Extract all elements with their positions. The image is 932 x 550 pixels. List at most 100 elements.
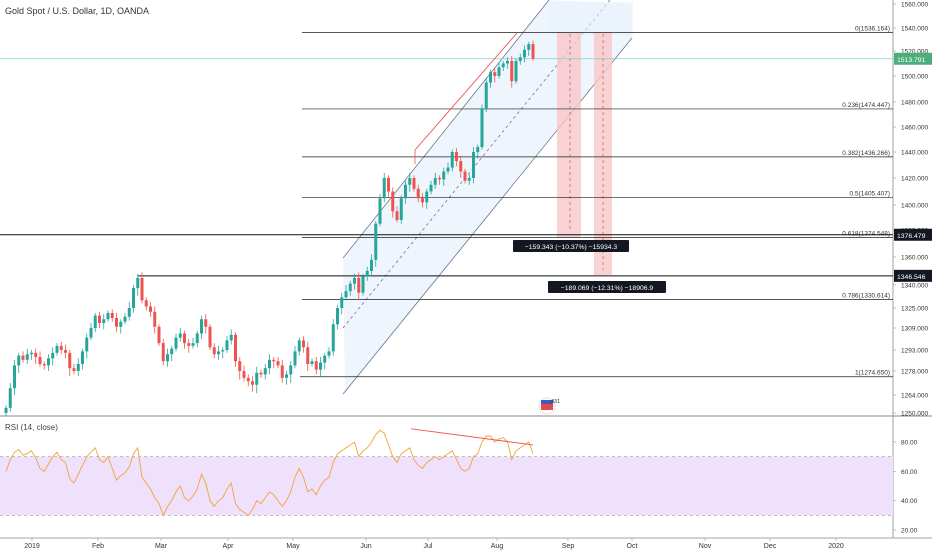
- candle-body: [263, 368, 267, 375]
- candle-body: [416, 188, 420, 199]
- candle-body: [38, 357, 42, 364]
- candle-body: [149, 306, 152, 312]
- candle-body: [47, 358, 50, 366]
- price-axis-label: 1520.000: [901, 49, 928, 56]
- rsi-axis-label: 60.00: [901, 469, 918, 476]
- channel-extension: [549, 2, 633, 36]
- channel-mid-line: [342, 0, 611, 329]
- measure-label-bg-1: [548, 281, 666, 293]
- fib-label-1: 0.236(1474.447): [842, 102, 890, 109]
- price-axis-label: 1480.000: [901, 100, 928, 107]
- candle-body: [242, 371, 246, 378]
- candle-body: [336, 308, 339, 325]
- candle-body: [353, 278, 356, 284]
- rsi-axis-label: 40.00: [901, 498, 918, 505]
- candle-body: [425, 191, 429, 203]
- time-axis-label: Aug: [491, 543, 504, 550]
- candle-body: [51, 352, 55, 359]
- candle-body: [314, 361, 318, 370]
- channel-lower-line: [342, 37, 633, 395]
- time-axis-label: Sep: [562, 543, 575, 550]
- measure-label-bg-0: [513, 240, 629, 252]
- fib-label-0: 0(1536.164): [855, 25, 890, 32]
- candle-body: [89, 328, 93, 338]
- price-axis-label: 1264.000: [901, 393, 928, 400]
- time-axis-label: Nov: [699, 543, 712, 550]
- measure-box-2: [594, 32, 612, 275]
- candle-body: [144, 300, 148, 307]
- candle-body: [119, 321, 123, 327]
- price-axis-label: 1460.000: [901, 125, 928, 132]
- candle-body: [272, 359, 276, 362]
- candle-body: [59, 345, 63, 350]
- measure-label-1: −189.069 (−12.31%) −18906.9: [561, 285, 654, 292]
- tag-last-price: 1513.791: [897, 57, 926, 64]
- candle-body: [404, 184, 407, 199]
- candle-body: [4, 407, 8, 413]
- tag-1376-bg: [894, 228, 932, 241]
- candle-body: [527, 44, 531, 50]
- event-badge-stripe: [541, 404, 553, 410]
- candle-body: [246, 377, 250, 382]
- candle-body: [81, 351, 84, 364]
- candle-body: [280, 365, 284, 378]
- candle-body: [472, 152, 475, 178]
- candle-body: [370, 259, 373, 271]
- candle-body: [442, 171, 446, 180]
- channel-upper-line: [342, 0, 550, 259]
- rsi-band: [0, 456, 893, 516]
- measure-label-0: −159.343 (−10.37%) −15934.3: [525, 244, 618, 251]
- candle-body: [387, 178, 390, 192]
- candle-body: [357, 278, 361, 293]
- candle-body: [259, 372, 263, 375]
- time-axis-label: 2020: [828, 543, 844, 550]
- candle-body: [255, 372, 259, 385]
- candle-body: [72, 368, 76, 371]
- candle-body: [268, 359, 271, 369]
- candle-body: [76, 364, 80, 371]
- trend-annotation-line: [414, 32, 518, 151]
- candle-body: [123, 316, 127, 322]
- candle-body: [13, 365, 16, 389]
- candle-body: [195, 333, 199, 344]
- candle-body: [497, 67, 501, 76]
- price-axis-label: 1420.000: [901, 176, 928, 183]
- candle-body: [531, 44, 535, 59]
- tag-1376: 1376.479: [897, 233, 926, 240]
- rsi-axis-label: 80.00: [901, 440, 918, 447]
- candle-body: [229, 334, 233, 341]
- candle-body: [183, 333, 186, 344]
- candle-body: [170, 348, 174, 355]
- candle-body: [459, 161, 463, 172]
- tag-1346-bg: [894, 269, 932, 282]
- candle-body: [467, 178, 471, 181]
- candle-body: [212, 347, 216, 355]
- candle-body: [348, 283, 352, 292]
- candle-body: [174, 337, 178, 349]
- candle-body: [132, 288, 135, 308]
- candle-body: [412, 178, 416, 189]
- price-axis-label: 1360.000: [901, 255, 928, 262]
- candle-body: [480, 108, 484, 147]
- candle-body: [374, 223, 378, 260]
- candle-body: [30, 352, 33, 355]
- candle-body: [187, 343, 191, 346]
- candle-body: [408, 178, 412, 185]
- time-axis-label: Apr: [223, 543, 235, 550]
- candle-body: [98, 315, 101, 323]
- candle-body: [463, 171, 467, 181]
- candle-body: [217, 351, 220, 355]
- fib-label-3: 0.5(1405.407): [850, 191, 890, 198]
- candle-body: [21, 355, 25, 360]
- time-axis-label: May: [286, 543, 300, 550]
- fib-label-6: 1(1274.650): [855, 370, 890, 377]
- price-axis-label: 1278.000: [901, 369, 928, 376]
- candle-body: [17, 355, 21, 366]
- candle-body: [166, 354, 169, 362]
- candle-body: [42, 364, 46, 366]
- price-axis-label: 1500.000: [901, 74, 928, 81]
- price-axis-label: 1325.000: [901, 306, 928, 313]
- candle-body: [178, 333, 182, 338]
- candle-body: [285, 374, 288, 378]
